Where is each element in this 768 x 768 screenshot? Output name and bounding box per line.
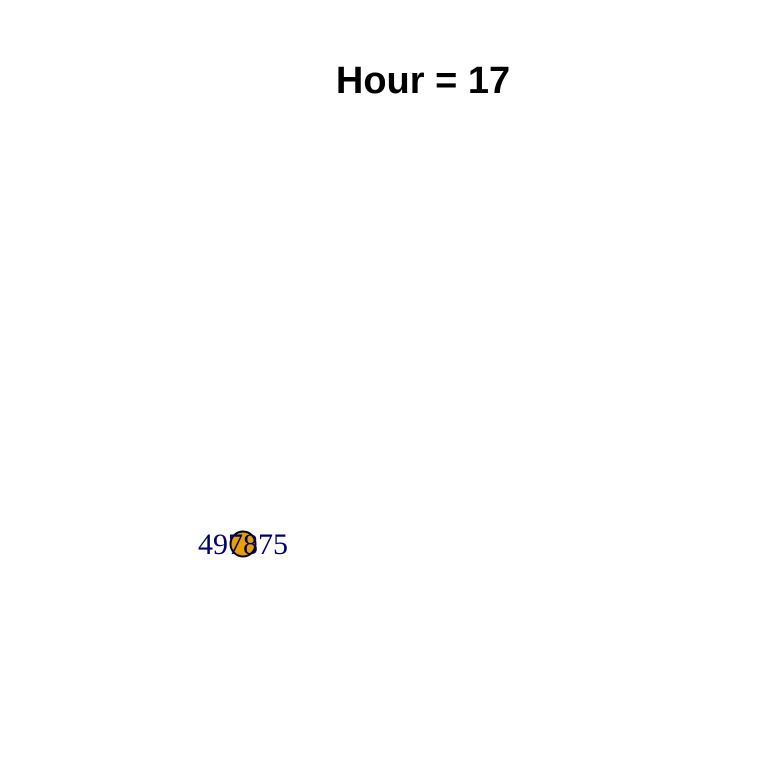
points-layer: 497875 xyxy=(198,528,288,561)
point-label: 497875 xyxy=(198,528,288,561)
scatter-point xyxy=(229,530,257,558)
chart-title: Hour = 17 xyxy=(336,60,510,102)
